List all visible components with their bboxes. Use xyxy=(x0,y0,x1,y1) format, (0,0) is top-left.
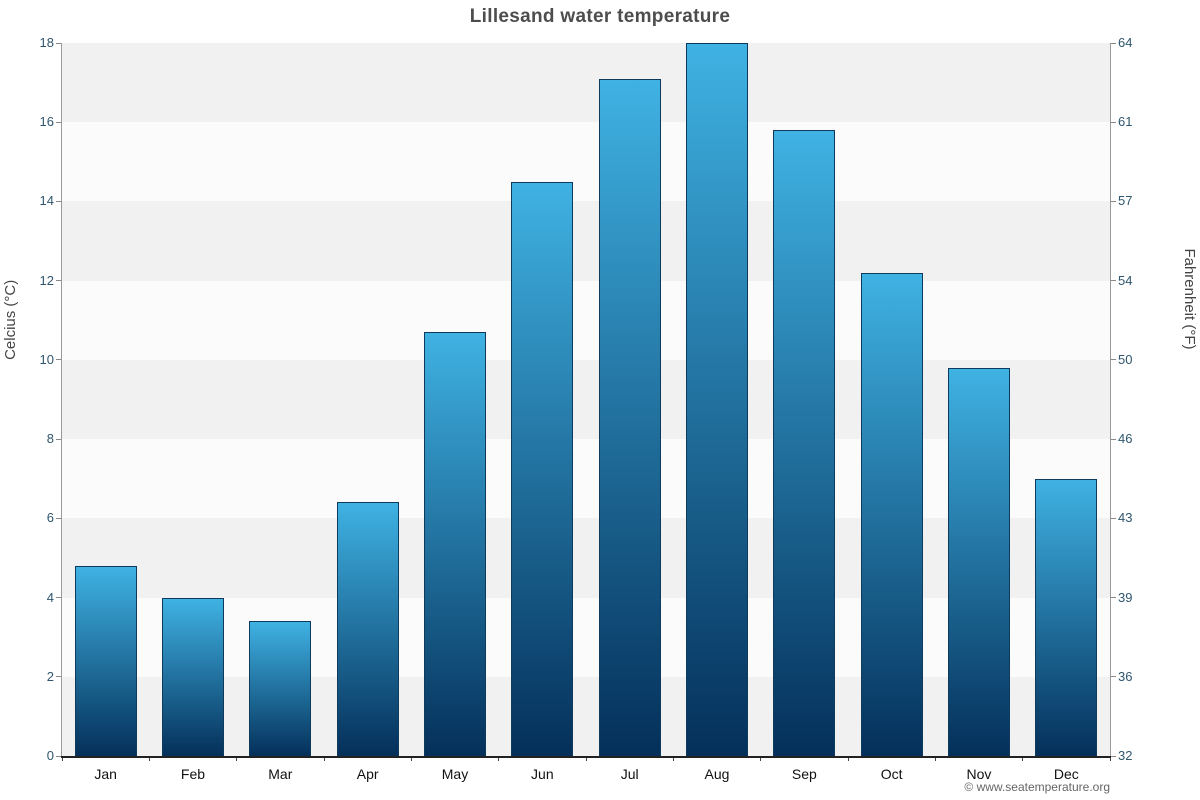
y-tick-mark-left xyxy=(56,597,62,599)
y-tick-label-celsius: 14 xyxy=(39,193,54,209)
y-tick-mark-right xyxy=(1110,280,1116,282)
x-tick-label-jul: Jul xyxy=(620,766,639,782)
x-tick-label-oct: Oct xyxy=(880,766,903,782)
x-tick-mark xyxy=(1109,756,1111,761)
x-tick-label-may: May xyxy=(441,766,469,782)
x-tick-mark xyxy=(61,756,63,761)
y-tick-mark-right xyxy=(1110,121,1116,123)
plot-band xyxy=(62,359,1110,440)
y-tick-label-fahrenheit: 64 xyxy=(1118,35,1133,50)
bar-aug xyxy=(686,43,748,756)
x-tick-mark xyxy=(585,756,587,761)
plot-band xyxy=(62,439,1110,519)
plot-band xyxy=(62,43,1110,123)
y-tick-label-fahrenheit: 36 xyxy=(1118,668,1133,684)
y-tick-mark-right xyxy=(1110,438,1116,440)
plot-band xyxy=(62,518,1110,598)
y-tick-mark-left xyxy=(56,359,62,361)
x-tick-mark xyxy=(847,756,849,761)
y-axis-line-right xyxy=(1110,43,1111,756)
y-tick-mark-left xyxy=(56,200,62,202)
x-tick-mark xyxy=(760,756,762,761)
y-axis-label-celsius: Celcius (°C) xyxy=(2,279,19,360)
y-tick-mark-right xyxy=(1110,517,1116,519)
y-tick-mark-right xyxy=(1110,200,1116,202)
y-tick-label-celsius: 8 xyxy=(46,431,54,447)
x-tick-mark xyxy=(1022,756,1024,761)
y-tick-mark-left xyxy=(56,517,62,519)
bar-feb xyxy=(162,597,224,756)
y-axis-label-fahrenheit: Fahrenheit (°F) xyxy=(1181,248,1198,350)
plot-band xyxy=(62,201,1110,281)
y-tick-label-fahrenheit: 39 xyxy=(1118,589,1133,605)
y-tick-label-celsius: 6 xyxy=(46,510,54,526)
bar-oct xyxy=(860,272,923,756)
y-tick-mark-right xyxy=(1110,676,1116,678)
bar-jan xyxy=(74,565,137,756)
y-tick-label-fahrenheit: 61 xyxy=(1118,114,1133,130)
x-tick-mark xyxy=(672,756,674,761)
x-tick-label-jan: Jan xyxy=(94,766,117,782)
y-tick-label-fahrenheit: 46 xyxy=(1118,431,1133,447)
y-tick-mark-left xyxy=(56,676,62,678)
y-tick-mark-left xyxy=(56,280,62,282)
y-tick-label-fahrenheit: 50 xyxy=(1118,351,1133,367)
bar-may xyxy=(424,332,486,756)
x-tick-label-mar: Mar xyxy=(268,766,293,782)
y-tick-mark-left xyxy=(56,42,62,44)
bar-dec xyxy=(1035,478,1098,756)
x-tick-label-jun: Jun xyxy=(531,766,554,782)
y-tick-label-celsius: 4 xyxy=(46,589,54,605)
y-tick-label-celsius: 2 xyxy=(46,668,54,684)
y-tick-mark-right xyxy=(1110,755,1116,757)
y-tick-label-celsius: 16 xyxy=(39,114,54,130)
x-tick-mark xyxy=(934,756,936,761)
x-tick-label-feb: Feb xyxy=(180,766,206,782)
y-tick-mark-right xyxy=(1110,42,1116,44)
y-tick-mark-right xyxy=(1110,359,1116,361)
x-tick-label-aug: Aug xyxy=(704,766,730,782)
x-tick-mark xyxy=(323,756,325,761)
y-tick-label-celsius: 10 xyxy=(39,351,54,367)
x-tick-label-nov: Nov xyxy=(966,766,992,782)
y-tick-mark-right xyxy=(1110,597,1116,599)
y-tick-label-fahrenheit: 54 xyxy=(1118,272,1133,288)
bar-nov xyxy=(948,367,1010,756)
plot-band xyxy=(62,280,1110,360)
y-tick-mark-left xyxy=(56,121,62,123)
y-axis-line-left xyxy=(61,43,62,756)
y-tick-label-celsius: 18 xyxy=(39,35,54,50)
y-tick-label-fahrenheit: 57 xyxy=(1118,193,1133,209)
x-tick-label-dec: Dec xyxy=(1053,766,1079,782)
x-axis-line xyxy=(61,756,1111,758)
bar-mar xyxy=(249,621,312,756)
plot-band xyxy=(62,597,1110,677)
x-tick-mark xyxy=(148,756,150,761)
plot-band xyxy=(62,676,1110,756)
y-tick-label-celsius: 0 xyxy=(46,748,54,763)
y-tick-label-celsius: 12 xyxy=(39,272,54,288)
bar-sep xyxy=(773,130,836,756)
bar-jul xyxy=(598,78,661,756)
copyright-credit: © www.seatemperature.org xyxy=(964,780,1110,794)
bar-jun xyxy=(511,181,574,756)
x-tick-mark xyxy=(410,756,412,761)
x-tick-label-sep: Sep xyxy=(791,766,817,782)
x-tick-mark xyxy=(236,756,238,761)
plot-band xyxy=(62,122,1110,202)
y-tick-label-fahrenheit: 43 xyxy=(1118,510,1133,526)
y-tick-mark-left xyxy=(56,755,62,757)
chart-title: Lillesand water temperature xyxy=(469,6,731,27)
bar-apr xyxy=(336,502,399,756)
x-tick-label-apr: Apr xyxy=(356,766,379,782)
y-tick-mark-left xyxy=(56,438,62,440)
y-tick-label-fahrenheit: 32 xyxy=(1118,748,1133,763)
x-tick-mark xyxy=(498,756,500,761)
